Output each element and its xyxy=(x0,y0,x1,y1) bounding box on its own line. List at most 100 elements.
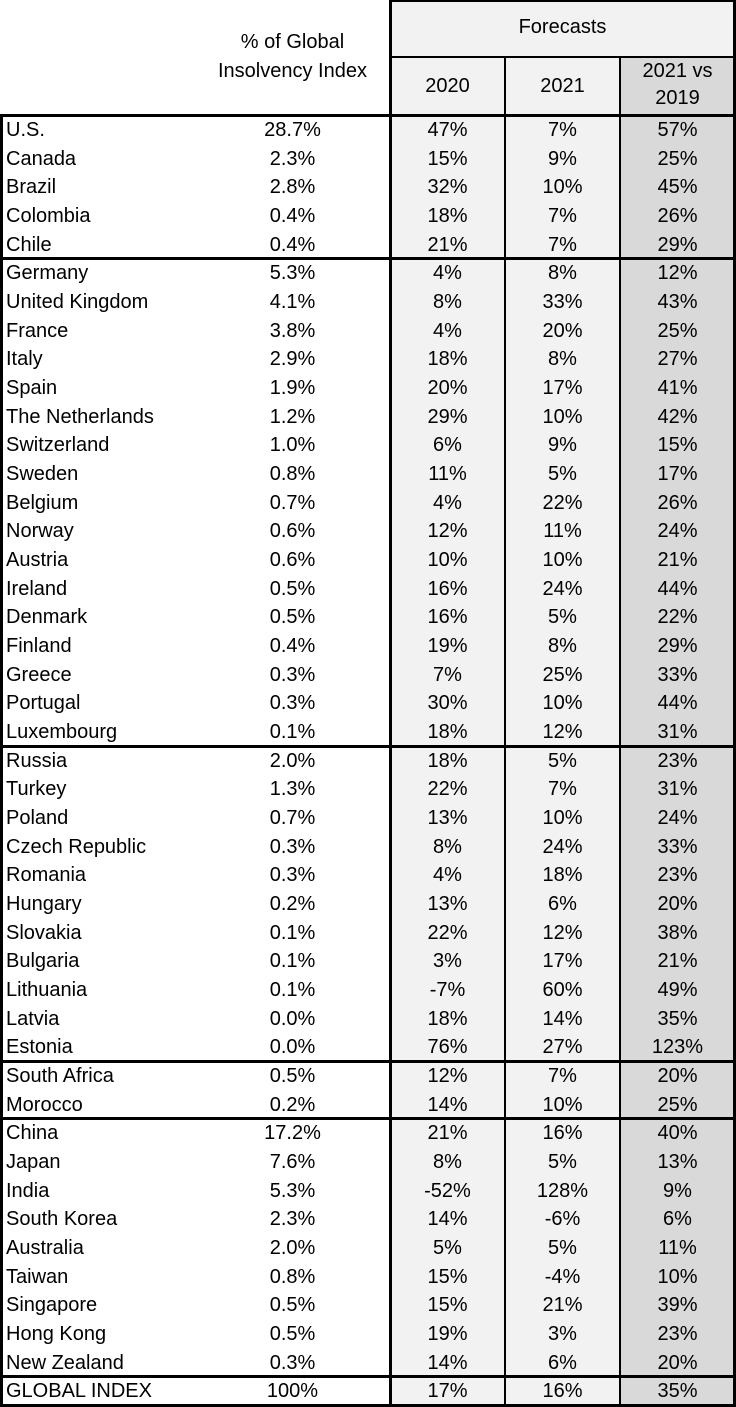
cell: 6% xyxy=(433,434,462,457)
cell: 24% xyxy=(542,577,583,600)
cell: 15% xyxy=(427,1265,468,1288)
cell: 0.3% xyxy=(269,835,316,858)
border xyxy=(390,56,736,58)
cell: 22% xyxy=(427,778,468,801)
row-label: Chile xyxy=(6,233,52,256)
cell: 0.8% xyxy=(269,463,316,486)
cell: 42% xyxy=(657,405,698,428)
cell: 7% xyxy=(548,1065,577,1088)
cell: 5% xyxy=(548,1151,577,1174)
cell: 38% xyxy=(657,921,698,944)
cell: 18% xyxy=(427,205,468,227)
cell: 0.6% xyxy=(269,520,316,543)
cell: 23% xyxy=(657,749,698,772)
cell: 43% xyxy=(657,291,698,314)
cell: 4% xyxy=(433,319,462,342)
row-label: China xyxy=(6,1122,59,1145)
cell: 1.9% xyxy=(269,377,316,400)
cell: 0.5% xyxy=(269,577,316,600)
row-label: Singapore xyxy=(6,1294,98,1317)
cell: 47% xyxy=(427,119,468,141)
cell: 18% xyxy=(427,348,468,371)
row-label: United Kingdom xyxy=(6,291,149,314)
cell: -7% xyxy=(429,979,466,1002)
cell: 7% xyxy=(548,205,577,227)
cell: 2.9% xyxy=(269,348,316,371)
cell: 15% xyxy=(427,147,468,170)
row-label: Morocco xyxy=(6,1093,83,1116)
cell: 0.5% xyxy=(269,1323,316,1346)
cell: 10% xyxy=(542,549,583,572)
border xyxy=(0,744,736,748)
cell: 3% xyxy=(433,950,462,973)
cell: 21% xyxy=(657,950,698,973)
row-label: India xyxy=(6,1179,50,1202)
cell: 45% xyxy=(657,176,698,199)
cell: 60% xyxy=(542,979,583,1002)
cell: 17% xyxy=(427,1380,468,1403)
cell: 41% xyxy=(657,377,698,400)
cell: 5% xyxy=(548,463,577,486)
cell: 1.3% xyxy=(269,778,316,801)
cell: 27% xyxy=(657,348,698,371)
year-header: 2021 xyxy=(540,75,585,97)
cell: 9% xyxy=(548,147,577,170)
row-label: Romania xyxy=(6,864,87,887)
cell: 17% xyxy=(657,463,698,486)
cell: 8% xyxy=(433,1151,462,1174)
cell: 7% xyxy=(548,778,577,801)
cell: 6% xyxy=(548,1351,577,1374)
row-label: Belgium xyxy=(6,491,79,514)
cell: 2.8% xyxy=(269,176,316,199)
cell: 31% xyxy=(657,721,698,744)
row-label: U.S. xyxy=(6,119,45,141)
border xyxy=(504,56,506,1406)
cell: 29% xyxy=(657,635,698,658)
cell: 29% xyxy=(427,405,468,428)
cell: 8% xyxy=(433,291,462,314)
cell: 12% xyxy=(542,921,583,944)
cell: 0.7% xyxy=(269,491,316,514)
cell: 15% xyxy=(657,434,698,457)
border xyxy=(0,1404,736,1407)
cell: 5.3% xyxy=(269,262,316,285)
cell: 8% xyxy=(548,262,577,285)
cell: 20% xyxy=(657,1065,698,1088)
cell: 21% xyxy=(657,549,698,572)
cell: 18% xyxy=(427,1007,468,1030)
cell: 20% xyxy=(542,319,583,342)
cell: 0.3% xyxy=(269,692,316,715)
border xyxy=(0,257,736,261)
cell: 1.2% xyxy=(269,405,316,428)
cell: 6% xyxy=(663,1208,692,1231)
cell: 19% xyxy=(427,635,468,658)
cell: 44% xyxy=(657,577,698,600)
row-label: Greece xyxy=(6,663,72,686)
cell: -4% xyxy=(544,1265,581,1288)
cell: 19% xyxy=(427,1323,468,1346)
cell: 0.3% xyxy=(269,1351,316,1374)
row-label: Colombia xyxy=(6,205,91,227)
cell: 28.7% xyxy=(264,119,321,141)
row-label: Bulgaria xyxy=(6,950,80,973)
row-label: Hungary xyxy=(6,893,82,916)
border xyxy=(0,1060,736,1064)
cell: 0.5% xyxy=(269,1294,316,1317)
cell: 1.0% xyxy=(269,434,316,457)
cell: 14% xyxy=(427,1093,468,1116)
cell: 0.4% xyxy=(269,233,316,256)
cell: 0.4% xyxy=(269,635,316,658)
cell: 7% xyxy=(433,663,462,686)
cell: 39% xyxy=(657,1294,698,1317)
cell: 0.4% xyxy=(269,205,316,227)
cell: 22% xyxy=(657,606,698,629)
row-label: Finland xyxy=(6,635,72,658)
cell: 30% xyxy=(427,692,468,715)
cell: 24% xyxy=(542,835,583,858)
row-label: Spain xyxy=(6,377,58,400)
cell: 5.3% xyxy=(269,1179,316,1202)
cell: 11% xyxy=(543,520,582,543)
border xyxy=(0,114,736,117)
cell: 27% xyxy=(542,1036,583,1059)
border xyxy=(0,1375,736,1379)
